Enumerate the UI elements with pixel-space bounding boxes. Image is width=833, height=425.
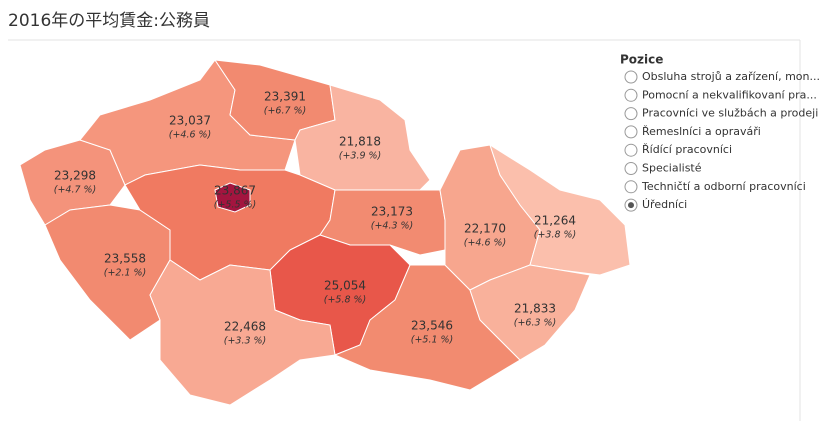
title: 2016年の平均賃金:公務員 [8, 11, 210, 31]
region-change: (+4.7 %) [54, 185, 97, 196]
region-value: 22,468 [224, 320, 266, 334]
region-value: 23,867 [214, 184, 256, 198]
region-value: 25,054 [324, 279, 366, 293]
region-value: 21,833 [514, 302, 556, 316]
region[interactable] [214, 182, 251, 213]
region[interactable] [489, 143, 631, 276]
region-change: (+6.3 %) [514, 318, 557, 329]
radio-button[interactable] [624, 107, 638, 121]
legend-option[interactable]: Řemeslníci a opraváři [642, 125, 761, 138]
radio-button[interactable] [624, 180, 638, 194]
region-change: (+5.8 %) [324, 295, 367, 306]
region-value: 23,173 [371, 205, 413, 219]
region[interactable] [19, 139, 126, 226]
region-value: 23,037 [169, 114, 211, 128]
legend-option[interactable]: Pracovníci ve službách a prodeji [642, 107, 818, 120]
region-change: (+5.1 %) [411, 335, 454, 346]
region-change: (+3.3 %) [224, 336, 267, 347]
legend: Pozice Obsluha strojů a zařízení, mon...… [620, 53, 820, 212]
legend-option[interactable]: Pomocní a nekvalifikovaní pra... [642, 88, 817, 101]
legend-title: Pozice [620, 53, 663, 67]
region-change: (+3.8 %) [534, 230, 577, 241]
radio-button[interactable] [624, 125, 638, 139]
region[interactable] [319, 189, 446, 256]
region[interactable] [469, 264, 591, 361]
radio-button[interactable] [624, 143, 638, 157]
region-value: 23,391 [264, 90, 306, 104]
region-value: 23,298 [54, 169, 96, 183]
region-change: (+2.1 %) [104, 268, 147, 279]
radio-selected [628, 202, 634, 209]
region-change: (+3.9 %) [339, 151, 382, 162]
legend-option[interactable]: Specialisté [642, 162, 702, 175]
region-change: (+6.7 %) [264, 106, 307, 117]
legend-option[interactable]: Řídící pracovníci [642, 143, 732, 156]
region-value: 21,818 [339, 135, 381, 149]
region-change: (+4.3 %) [371, 221, 414, 232]
legend-option[interactable]: Úředníci [642, 198, 687, 211]
legend-option[interactable]: Techničtí a odborní pracovníci [641, 180, 806, 193]
region[interactable] [149, 259, 336, 406]
map: 23,298 (+4.7 %) 23,037 (+4.6 %) 23,391 (+6.7 … [19, 59, 631, 406]
region-change: (+4.6 %) [464, 238, 507, 249]
radio-button[interactable] [624, 88, 638, 102]
legend-option[interactable]: Obsluha strojů a zařízení, mon... [642, 70, 820, 83]
region-value: 23,546 [411, 319, 453, 333]
radio-button[interactable] [624, 162, 638, 175]
region-change: (+5.5 %) [214, 200, 257, 211]
region-change: (+4.6 %) [169, 130, 212, 141]
region-value: 21,264 [534, 214, 576, 228]
region-value: 23,558 [104, 252, 146, 266]
radio-button[interactable] [624, 70, 638, 84]
region-value: 22,170 [464, 222, 506, 236]
